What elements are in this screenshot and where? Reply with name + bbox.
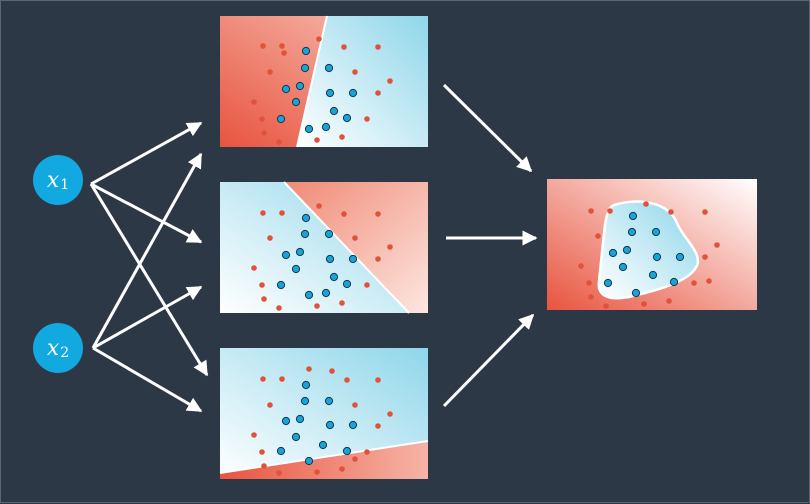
arrow-panel3-combined (442, 313, 535, 408)
panel-2-blue-dots (276, 213, 358, 300)
input-arrows (89, 121, 209, 413)
arrow-x1-panel3 (89, 183, 209, 377)
panel-1-blue-dots (276, 46, 358, 134)
output-arrows (442, 83, 538, 408)
arrow-x1-panel1 (90, 121, 203, 186)
classifier-panel-1 (220, 15, 428, 148)
input-node-x2-var: x (46, 335, 60, 361)
combined-panel (547, 179, 757, 310)
arrow-x2-panel2 (92, 285, 203, 350)
arrow-x2-panel3 (92, 346, 203, 413)
arrow-panel1-combined (442, 83, 533, 173)
combined-blue-dots (603, 211, 685, 298)
arrow-x2-panel1 (91, 152, 203, 349)
input-node-x1-sub: 1 (60, 177, 70, 193)
classifier-panel-2 (220, 181, 428, 314)
arrow-x1-panel2 (90, 182, 203, 244)
panel-3-blue-dots (276, 380, 358, 466)
classifier-panel-3 (219, 348, 429, 479)
input-node-x1-var: x (46, 167, 60, 193)
panel-3-red-dots (251, 366, 393, 476)
input-node-x2-sub: 2 (60, 345, 70, 361)
panel-2-red-dots (251, 203, 393, 311)
combined-red-dots (578, 201, 720, 309)
panel-1-red-dots (251, 36, 393, 145)
